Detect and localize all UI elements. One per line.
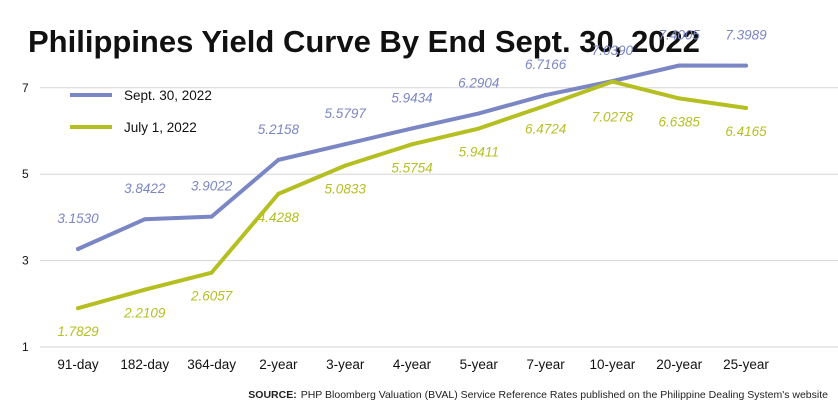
data-point xyxy=(610,80,614,84)
x-tick-label: 91-day xyxy=(57,357,99,372)
data-label: 7.3989 xyxy=(725,28,767,43)
x-tick-label: 20-year xyxy=(656,357,702,372)
data-point xyxy=(410,142,414,146)
data-point xyxy=(477,111,481,115)
data-label: 3.1530 xyxy=(57,211,99,226)
data-label: 6.7166 xyxy=(525,57,567,72)
data-label: 7.0278 xyxy=(592,110,634,125)
data-label: 5.9411 xyxy=(459,145,499,160)
data-label: 2.2109 xyxy=(123,306,166,321)
data-point xyxy=(276,192,280,196)
x-tick-label: 5-year xyxy=(460,357,499,372)
data-label: 1.7829 xyxy=(57,324,99,339)
y-tick-label: 7 xyxy=(22,81,29,95)
data-label: 6.4165 xyxy=(725,124,767,139)
y-tick-label: 3 xyxy=(22,254,29,268)
x-tick-label: 182-day xyxy=(120,357,169,372)
x-tick-label: 7-year xyxy=(526,357,565,372)
data-point xyxy=(210,271,214,275)
data-label: 4.4288 xyxy=(258,210,300,225)
source-label: SOURCE: xyxy=(248,389,296,401)
data-point xyxy=(544,104,548,108)
data-point xyxy=(276,158,280,162)
yield-curve-chart: Philippines Yield Curve By End Sept. 30,… xyxy=(0,0,838,420)
data-label: 2.6057 xyxy=(190,289,233,304)
legend-label: Sept. 30, 2022 xyxy=(124,88,212,103)
data-point xyxy=(477,127,481,131)
data-label: 6.6385 xyxy=(659,114,701,129)
x-tick-label: 3-year xyxy=(326,357,365,372)
data-point xyxy=(744,106,748,110)
data-point xyxy=(677,96,681,100)
data-point xyxy=(410,126,414,130)
data-point xyxy=(343,142,347,146)
y-tick-label: 1 xyxy=(22,340,29,354)
legend-label: July 1, 2022 xyxy=(124,120,197,135)
data-label: 5.0833 xyxy=(325,182,367,197)
data-point xyxy=(143,288,147,292)
y-tick-label: 5 xyxy=(22,167,29,181)
data-label: 3.9022 xyxy=(191,179,233,194)
x-axis-ticks: 91-day 182-day 364-day 2-year 3-year 4-year 5-… xyxy=(57,357,769,372)
data-label: 5.2158 xyxy=(258,122,300,137)
source-text: PHP Bloomberg Valuation (BVAL) Service R… xyxy=(301,389,828,401)
data-point xyxy=(143,217,147,221)
data-label: 5.5797 xyxy=(325,106,367,121)
data-label: 7.0390 xyxy=(592,43,634,58)
data-point xyxy=(343,164,347,168)
data-label: 5.9434 xyxy=(391,90,432,105)
data-label: 6.2904 xyxy=(458,75,499,90)
data-label: 6.4724 xyxy=(525,122,566,137)
data-label: 5.5754 xyxy=(391,160,432,175)
x-tick-label: 364-day xyxy=(187,357,236,372)
source-note: SOURCE: PHP Bloomberg Valuation (BVAL) Se… xyxy=(248,389,828,401)
x-tick-label: 2-year xyxy=(259,357,298,372)
x-tick-label: 10-year xyxy=(590,357,636,372)
x-tick-label: 25-year xyxy=(723,357,769,372)
data-point xyxy=(210,215,214,219)
data-label: 7.4005 xyxy=(659,27,701,42)
data-point xyxy=(76,247,80,251)
data-point xyxy=(544,93,548,97)
data-point xyxy=(76,306,80,310)
x-tick-label: 4-year xyxy=(393,357,432,372)
data-label: 3.8422 xyxy=(124,181,166,196)
data-point xyxy=(744,64,748,68)
data-point xyxy=(677,63,681,67)
